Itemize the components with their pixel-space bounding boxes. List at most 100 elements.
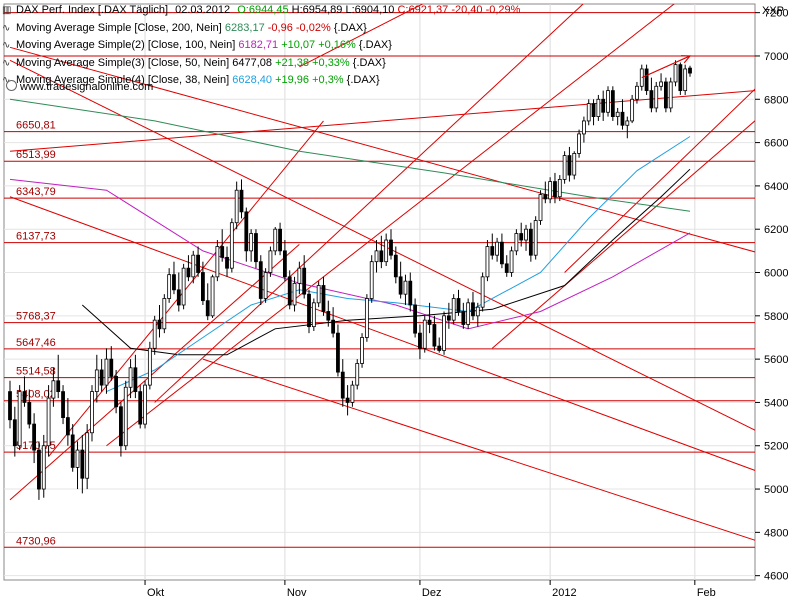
legend-header: ▥ DAX Perf. Index [.DAX Täglich] 02.03.20… — [2, 2, 520, 20]
candle-body — [12, 419, 17, 447]
y-tick-label: 7200 — [764, 8, 788, 20]
ma50-value: 6477,08 — [232, 56, 273, 69]
candle-body — [27, 402, 32, 425]
candle-body — [615, 111, 620, 118]
candle-body — [364, 298, 369, 338]
candle-body — [225, 256, 229, 269]
ma38-value: 6628,40 — [232, 74, 273, 86]
candle-body — [41, 445, 46, 490]
candle-body — [331, 319, 336, 334]
candle-body — [128, 367, 133, 388]
candle-body — [524, 228, 528, 241]
bar-close: C:6921,37 — [397, 4, 449, 16]
candle-body — [94, 369, 99, 393]
candle-body — [418, 332, 422, 349]
ma38-change-pct: +0,3% — [312, 74, 344, 86]
ma100-label: Moving Average Simple(2) [Close, 100, Ne… — [16, 39, 236, 51]
candle-body — [311, 302, 316, 328]
trendline — [9, 243, 300, 501]
website-link[interactable]: www.tradesignalonline.com — [6, 80, 153, 93]
candle-body — [466, 302, 471, 325]
x-tick-label: 2012 — [552, 587, 576, 599]
candle-body — [553, 181, 557, 198]
level-label: 5647,46 — [16, 337, 56, 349]
candle-body — [504, 263, 509, 273]
candle-body — [70, 434, 75, 468]
candle-body — [514, 233, 519, 252]
trendline — [491, 120, 755, 349]
candle-body — [644, 68, 649, 92]
level-label: 5514,58 — [16, 366, 56, 378]
ma200-suffix: {.DAX} — [333, 21, 367, 34]
candle-body — [8, 391, 12, 421]
y-tick-label: 6400 — [764, 181, 788, 193]
candle-body — [620, 111, 625, 126]
ma100-change: +10,07 — [281, 39, 316, 51]
line-indicator-icon: ∿ — [2, 22, 11, 34]
trendline — [106, 4, 675, 447]
candle-body — [610, 90, 615, 118]
candle-body — [606, 90, 610, 113]
candle-body — [528, 228, 533, 256]
bar-low: L:6904,10 — [345, 4, 395, 16]
candle-icon: ▥ — [2, 5, 12, 16]
candle-body — [244, 211, 249, 252]
candle-body — [379, 250, 384, 263]
candle-body — [519, 233, 524, 241]
candle-body — [586, 103, 591, 122]
candle-body — [254, 233, 258, 263]
line-indicator-icon: ∿ — [2, 57, 11, 69]
y-tick-label: 4600 — [764, 571, 788, 583]
candle-body — [495, 241, 499, 256]
candle-body — [543, 194, 548, 200]
trendline — [9, 59, 755, 431]
candle-body — [340, 371, 345, 399]
x-tick-label: Nov — [287, 587, 307, 599]
candle-body — [109, 358, 114, 377]
candle-body — [668, 81, 673, 109]
plot-content: 6650,81 6513,99 6343,79 6137,73 5768,37 5647,… — [4, 4, 755, 548]
candle-body — [201, 272, 205, 302]
candle-body — [258, 261, 263, 299]
candle-body — [287, 276, 292, 306]
candle-body — [22, 391, 27, 403]
candle-body — [215, 246, 220, 278]
globe-icon — [6, 80, 17, 91]
y-tick-label: 6000 — [764, 268, 788, 280]
candle-body — [147, 347, 152, 386]
y-tick-label: 5000 — [764, 484, 788, 496]
candle-body — [249, 233, 254, 252]
candle-body — [336, 332, 340, 373]
ma200-value: 6283,17 — [224, 21, 265, 34]
candle-body — [437, 345, 442, 351]
candle-body — [485, 246, 490, 278]
candle-body — [297, 267, 302, 284]
candle-body — [196, 254, 200, 273]
ma38-suffix: {.DAX} — [346, 74, 380, 86]
y-tick-label: 5200 — [764, 441, 788, 453]
trendline — [9, 196, 755, 471]
candle-body — [268, 250, 273, 273]
candle-body — [673, 64, 678, 83]
ma38-change: +19,96 — [275, 74, 310, 86]
y-tick-label: 4800 — [764, 527, 788, 539]
candle-body — [360, 337, 364, 364]
ma50-suffix: {.DAX} — [352, 56, 386, 69]
line-indicator-icon: ∿ — [2, 40, 11, 51]
chart-legend: ▥ DAX Perf. Index [.DAX Täglich] 02.03.20… — [2, 2, 520, 90]
forecast-arrow — [641, 55, 691, 79]
ma50-label: Moving Average Simple(3) [Close, 50, Nei… — [16, 56, 230, 69]
candle-body — [663, 81, 668, 109]
level-label: 6343,79 — [16, 186, 56, 198]
candle-body — [191, 254, 196, 278]
candle-body — [99, 369, 104, 386]
candle-body — [422, 319, 427, 349]
candle-body — [167, 274, 172, 299]
candle-body — [596, 98, 601, 118]
candle-body — [138, 391, 143, 425]
candle-body — [659, 81, 663, 87]
candle-body — [408, 280, 413, 306]
candle-body — [37, 449, 41, 490]
legend-ma100: ∿ Moving Average Simple(2) [Close, 100, N… — [2, 37, 520, 55]
moving-average-line — [9, 178, 691, 330]
